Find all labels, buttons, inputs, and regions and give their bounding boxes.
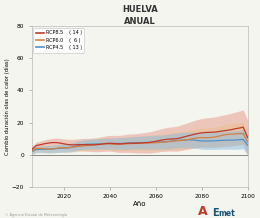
- Text: met: met: [218, 209, 235, 218]
- Y-axis label: Cambio duración olas de calor (días): Cambio duración olas de calor (días): [5, 58, 10, 155]
- Text: © Agencia Estatal de Meteorología: © Agencia Estatal de Meteorología: [5, 213, 67, 217]
- Text: E: E: [212, 208, 218, 218]
- X-axis label: Año: Año: [133, 201, 146, 207]
- Legend: RCP8.5    ( 14 ), RCP6.0    (  6 ), RCP4.5    ( 13 ): RCP8.5 ( 14 ), RCP6.0 ( 6 ), RCP4.5 ( 13…: [33, 28, 84, 53]
- Title: HUELVA
ANUAL: HUELVA ANUAL: [122, 5, 158, 26]
- Text: A: A: [198, 204, 207, 218]
